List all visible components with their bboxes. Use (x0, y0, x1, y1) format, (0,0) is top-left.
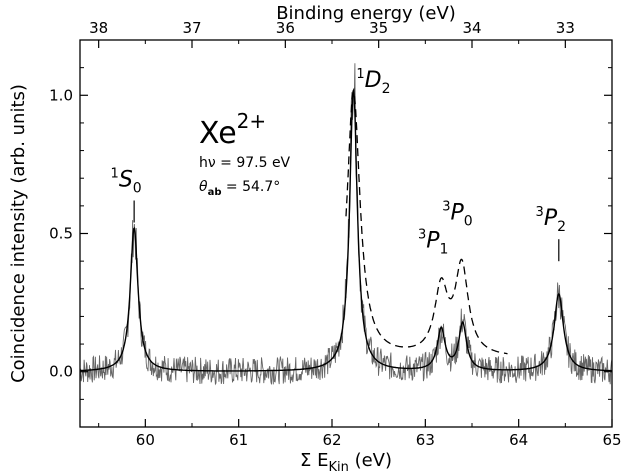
x-tick-label: 60 (136, 431, 155, 449)
x-tick-label: 61 (229, 431, 248, 449)
peak-label: 3P1 (418, 227, 448, 257)
fit-line (80, 87, 612, 372)
peak-label: 3P0 (442, 200, 472, 230)
top-tick-label: 34 (462, 19, 481, 37)
top-tick-label: 37 (182, 19, 201, 37)
top-tick-label: 38 (89, 19, 108, 37)
x-tick-label: 65 (602, 431, 621, 449)
x-tick-label: 64 (509, 431, 528, 449)
peak-label: 1S0 (111, 167, 142, 197)
plot-frame (79, 39, 613, 428)
data-curves (79, 63, 613, 386)
peak-label: 3P2 (536, 205, 566, 235)
raw-spectrum-line (79, 63, 613, 386)
x-tick-label: 63 (416, 431, 435, 449)
left-axis: 0.0 0.5 1.0 (49, 67, 612, 400)
peak-label: 1D2 (356, 67, 390, 97)
top-tick-label: 35 (369, 19, 388, 37)
bottom-axis: 60 61 62 63 64 65 (98, 419, 621, 449)
y-tick-label: 0.0 (49, 363, 73, 381)
y-tick-label: 1.0 (49, 86, 73, 104)
y-axis-title: Coincidence intensity (arb. units) (8, 84, 29, 383)
dashed-model-line (345, 89, 508, 355)
angle-label: θab = 54.7° (199, 179, 280, 198)
photon-energy-label: hν = 97.5 eV (199, 155, 291, 171)
species-label: Xe2+ (199, 109, 266, 151)
top-tick-label: 36 (276, 19, 295, 37)
top-tick-label: 33 (556, 19, 575, 37)
x-axis-title: Σ EKin (eV) (300, 450, 392, 472)
y-tick-label: 0.5 (49, 225, 73, 243)
top-axis-title: Binding energy (eV) (276, 3, 456, 24)
x-tick-label: 62 (322, 431, 341, 449)
top-axis: 38 37 36 35 34 33 (89, 19, 613, 48)
annotations: Xe2+ hν = 97.5 eV θab = 54.7° (199, 109, 291, 198)
